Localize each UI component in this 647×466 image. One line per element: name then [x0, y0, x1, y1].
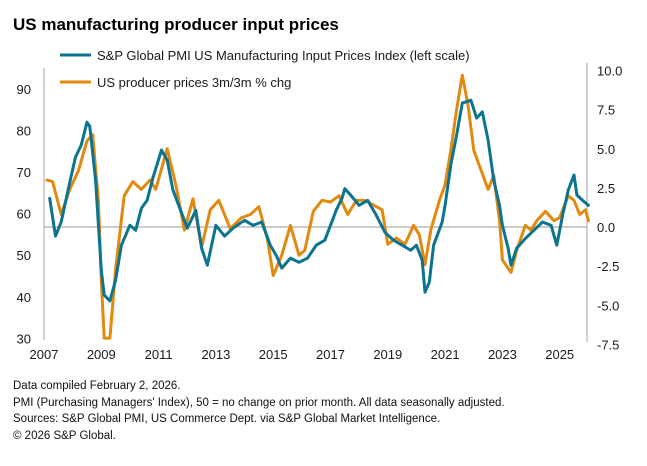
- left-axis-tick-label: 60: [17, 207, 31, 222]
- right-axis-tick-label: -7.5: [597, 337, 619, 352]
- right-axis-tick-label: -5.0: [597, 298, 619, 313]
- right-axis-tick-label: 2.5: [597, 181, 615, 196]
- footnote-sources: Sources: S&P Global PMI, US Commerce Dep…: [13, 413, 441, 425]
- legend-label: S&P Global PMI US Manufacturing Input Pr…: [97, 48, 470, 63]
- series-group: [45, 73, 590, 340]
- left-axis-tick-label: 40: [17, 290, 31, 305]
- x-axis-tick-label: 2007: [30, 347, 59, 362]
- x-axis-tick-label: 2011: [145, 347, 173, 362]
- footnote-pmi-definition: PMI (Purchasing Managers' Index), 50 = n…: [13, 396, 505, 409]
- left-axis-tick-label: 70: [17, 165, 31, 180]
- x-axis-tick-label: 2017: [316, 347, 345, 362]
- left-axis-tick-label: 90: [17, 82, 31, 97]
- x-axis-tick-label: 2025: [545, 347, 574, 362]
- legend: S&P Global PMI US Manufacturing Input Pr…: [60, 48, 470, 90]
- right-axis-tick-label: 5.0: [597, 142, 615, 157]
- x-axis-tick-label: 2023: [488, 347, 517, 362]
- x-axis-tick-label: 2019: [373, 347, 402, 362]
- x-axis-tick-label: 2021: [431, 347, 460, 362]
- right-axis-tick-label: 10.0: [597, 64, 622, 79]
- x-axis-tick-label: 2013: [201, 347, 230, 362]
- left-axis-tick-label: 80: [17, 124, 31, 139]
- x-axis-tick-label: 2015: [259, 347, 288, 362]
- footnote-copyright: © 2026 S&P Global.: [13, 429, 116, 442]
- chart-title: US manufacturing producer input prices: [13, 15, 339, 34]
- right-axis-tick-label: 0.0: [597, 220, 615, 235]
- series-line-pmi-input-prices: [48, 98, 590, 303]
- series-line-producer-prices: [45, 73, 590, 340]
- right-axis-tick-label: 7.5: [597, 103, 615, 118]
- left-axis-tick-label: 30: [17, 331, 31, 346]
- right-axis-tick-label: -2.5: [597, 259, 619, 274]
- legend-label: US producer prices 3m/3m % chg: [97, 75, 291, 90]
- footnotes: Data compiled February 2, 2026. PMI (Pur…: [13, 378, 505, 444]
- x-axis-tick-label: 2009: [87, 347, 116, 362]
- axes: 30 40 50 60 70 80 90 -7.5 -5.0 -2.5 0.0 2.5 5.0 7.5 10…: [17, 63, 622, 362]
- left-axis-tick-label: 50: [17, 248, 31, 263]
- footnote-compiled: Data compiled February 2, 2026.: [13, 380, 181, 392]
